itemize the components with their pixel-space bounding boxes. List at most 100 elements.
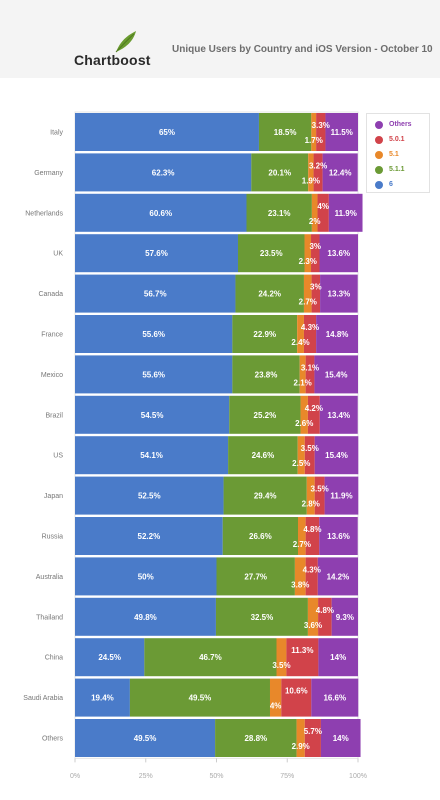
bar-5-1 [311, 193, 318, 232]
data-label: 55.6% [142, 330, 165, 339]
data-label: 52.2% [138, 532, 161, 541]
data-label: 23.1% [268, 209, 291, 218]
data-label: 15.4% [325, 451, 348, 460]
data-label: 14% [330, 653, 346, 662]
bar-5-0-1 [305, 355, 315, 394]
bar-5-1 [296, 719, 305, 757]
bar-5-0-1 [286, 638, 319, 677]
bar-5-1-1 [216, 557, 295, 596]
category-label: Mexico [41, 372, 63, 379]
bar-6 [75, 234, 239, 273]
bar-5-0-1 [305, 557, 318, 596]
legend-swatch [375, 121, 383, 129]
bar-5-1 [306, 476, 315, 515]
data-label: 20.1% [268, 168, 291, 177]
data-label: 11.9% [330, 492, 352, 501]
data-label: 3.8% [291, 580, 309, 589]
data-label: 49.5% [189, 694, 212, 703]
x-tick-label: 25% [139, 773, 153, 780]
category-label: Italy [50, 130, 63, 137]
legend-label: 6 [389, 181, 393, 188]
data-label: 3.5% [311, 485, 329, 494]
bar-5-1 [298, 517, 306, 555]
bar-5-1 [303, 274, 312, 313]
chart-title: Unique Users by Country and iOS Version … [172, 44, 433, 55]
bar-5-0-1 [311, 274, 321, 313]
data-label: 1.7% [305, 136, 323, 145]
category-label: Thailand [36, 614, 63, 621]
data-label: 4.8% [316, 606, 334, 615]
data-label: 16.6% [323, 694, 346, 703]
bar-5-1-1 [232, 315, 298, 353]
data-label: 24.2% [258, 290, 281, 299]
category-label: Brazil [45, 412, 63, 419]
bar-Others [325, 113, 358, 151]
category-label: Australia [36, 574, 63, 581]
bar-5-0-1 [318, 597, 332, 636]
data-label: 1.9% [302, 176, 320, 185]
data-label: 14.2% [327, 572, 350, 581]
bar-5-1 [269, 678, 282, 717]
data-label: 32.5% [251, 613, 274, 622]
bar-5-1 [297, 436, 305, 475]
bar-6 [75, 274, 236, 313]
bar-Others [320, 274, 358, 313]
bar-5-1-1 [251, 153, 309, 192]
bar-Others [319, 517, 358, 555]
data-label: 2.8% [302, 500, 320, 509]
data-label: 11.9% [335, 209, 357, 218]
data-label: 3% [309, 242, 321, 251]
data-label: 10.6% [285, 687, 308, 696]
data-label: 26.6% [249, 532, 272, 541]
bar-5-1 [294, 557, 306, 596]
category-label: Canada [38, 291, 63, 298]
data-label: 28.8% [244, 734, 267, 743]
data-label: 3.5% [272, 661, 290, 670]
data-label: 52.5% [138, 492, 161, 501]
data-label: 62.3% [152, 168, 175, 177]
data-label: 54.5% [141, 411, 164, 420]
bar-5-0-1 [305, 517, 320, 555]
data-label: 49.8% [134, 613, 157, 622]
data-label: 24.6% [252, 451, 275, 460]
x-tick-label: 50% [209, 773, 223, 780]
data-label: 11.5% [331, 128, 353, 137]
legend-label: 5.0.1 [389, 136, 405, 143]
bar-5-0-1 [314, 476, 325, 515]
bar-5-0-1 [311, 234, 320, 273]
bar-5-0-1 [304, 719, 321, 757]
bar-6 [75, 678, 130, 717]
bar-5-0-1 [281, 678, 312, 717]
bar-5-1-1 [232, 355, 300, 394]
data-label: 4% [270, 702, 282, 711]
legend-swatch [375, 181, 383, 189]
data-label: 23.8% [255, 370, 278, 379]
bar-5-0-1 [304, 436, 315, 475]
bar-5-1-1 [215, 719, 297, 757]
data-label: 49.5% [134, 734, 157, 743]
data-label: 15.4% [325, 370, 348, 379]
data-label: 13.6% [327, 249, 350, 258]
data-label: 4.8% [303, 525, 321, 534]
bar-6 [75, 436, 229, 475]
data-label: 2.4% [291, 338, 309, 347]
data-label: 3.3% [312, 121, 330, 130]
data-label: 12.4% [329, 168, 352, 177]
bar-Others [320, 719, 361, 757]
data-label: 11.3% [291, 646, 313, 655]
bar-5-1 [311, 113, 317, 151]
data-label: 2.6% [295, 419, 313, 428]
bar-Others [319, 395, 358, 434]
data-label: 13.6% [327, 532, 350, 541]
data-label: 65% [159, 128, 175, 137]
data-label: 56.7% [144, 290, 167, 299]
data-label: 2.9% [292, 742, 310, 751]
bar-Others [319, 234, 358, 273]
bar-6 [75, 557, 217, 596]
legend-label: Others [389, 121, 412, 128]
category-label: Russia [42, 534, 64, 541]
category-label: US [53, 453, 63, 460]
bar-5-0-1 [303, 315, 317, 353]
x-tick-label: 75% [280, 773, 294, 780]
